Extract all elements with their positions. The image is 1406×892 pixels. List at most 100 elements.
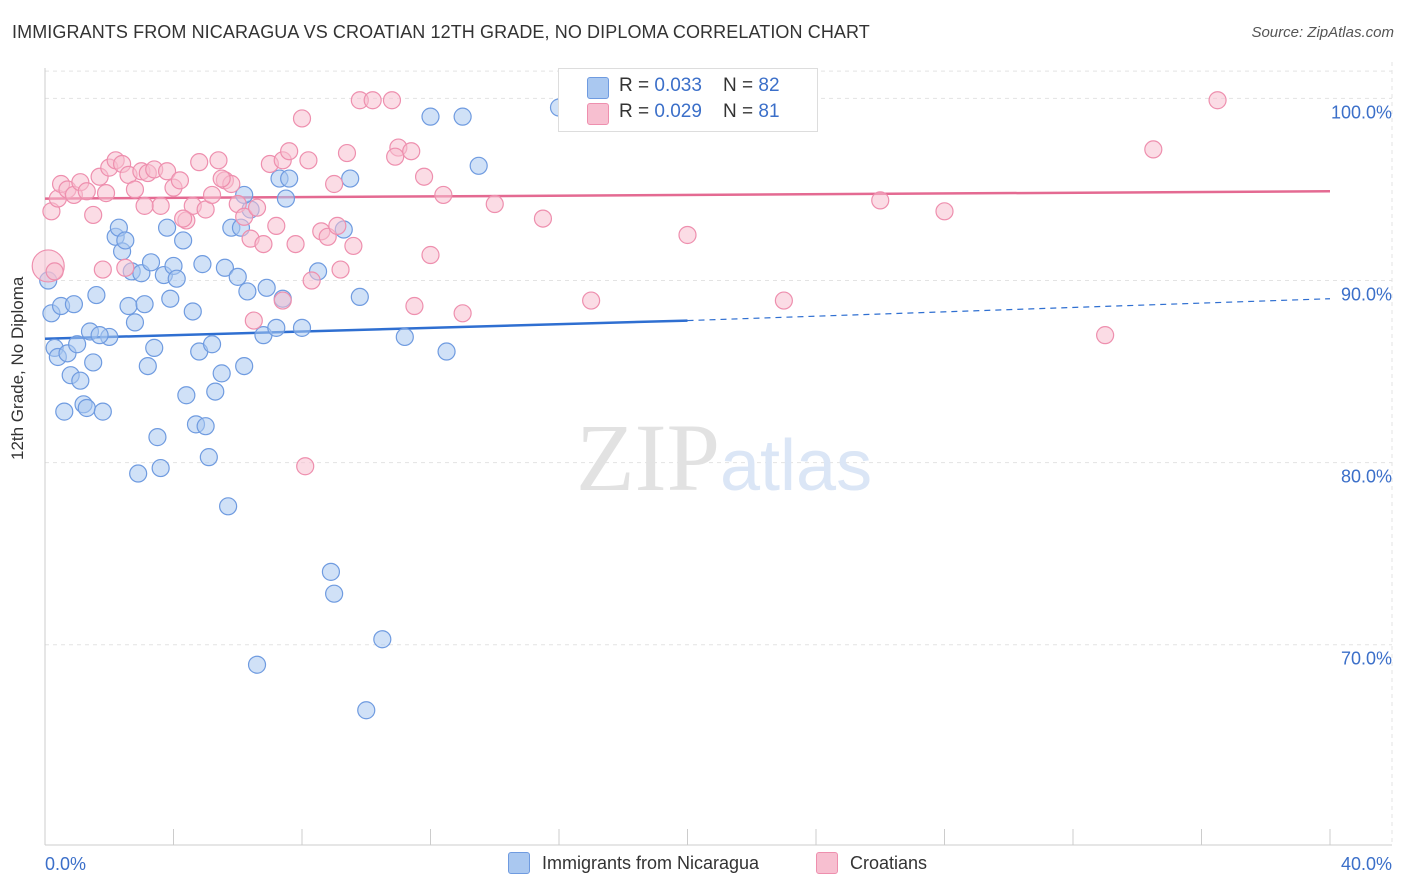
- point-croatians: [935, 202, 954, 221]
- legend-row-1: R = 0.033 N = 82: [619, 75, 780, 97]
- point-croatians: [174, 209, 193, 228]
- y-tick-label: 70.0%: [1341, 649, 1392, 669]
- legend-n-label-2: N =: [723, 101, 759, 122]
- point-croatians: [344, 236, 363, 256]
- point-nicaragua: [174, 231, 193, 250]
- point-nicaragua: [135, 295, 154, 314]
- legend-r-value-2: 0.029: [654, 101, 702, 122]
- point-croatians: [93, 260, 112, 279]
- point-nicaragua: [453, 107, 472, 126]
- legend-label-nicaragua: Immigrants from Nicaragua: [542, 852, 760, 873]
- point-croatians: [871, 191, 890, 210]
- point-croatians: [190, 153, 209, 172]
- point-nicaragua: [238, 282, 257, 301]
- point-croatians: [414, 167, 434, 186]
- point-croatians: [273, 291, 292, 310]
- point-croatians: [212, 169, 231, 188]
- point-croatians: [296, 457, 315, 476]
- point-croatians: [421, 245, 440, 265]
- point-nicaragua: [325, 584, 344, 603]
- legend-swatch-blue: [587, 77, 609, 99]
- point-croatians: [286, 234, 305, 254]
- legend-row-2: R = 0.029 N = 81: [619, 101, 780, 123]
- point-croatians: [157, 162, 177, 181]
- point-nicaragua: [90, 326, 109, 345]
- point-nicaragua: [341, 169, 360, 188]
- point-nicaragua: [183, 302, 202, 321]
- point-nicaragua: [151, 458, 170, 478]
- legend-swatch-pink: [587, 103, 609, 125]
- point-nicaragua: [202, 335, 222, 354]
- trend-line-croatians: [44, 190, 1331, 200]
- x-tick-label-max: 40.0%: [1341, 854, 1392, 874]
- legend-item-croatians: Croatians: [816, 852, 927, 874]
- point-nicaragua: [212, 364, 231, 383]
- point-croatians: [363, 91, 382, 110]
- legend-swatch-nicaragua: [508, 852, 530, 874]
- point-nicaragua: [350, 287, 369, 306]
- point-croatians: [1096, 326, 1115, 345]
- point-nicaragua: [167, 269, 186, 288]
- point-nicaragua: [68, 335, 87, 354]
- point-croatians: [582, 291, 601, 310]
- point-croatians: [202, 185, 222, 205]
- point-croatians: [774, 291, 793, 310]
- point-nicaragua: [77, 398, 96, 418]
- point-nicaragua: [177, 386, 196, 405]
- chart-title: IMMIGRANTS FROM NICARAGUA VS CROATIAN 12…: [12, 22, 870, 42]
- point-croatians: [125, 180, 145, 199]
- point-croatians: [84, 205, 103, 225]
- point-nicaragua: [280, 169, 299, 188]
- point-croatians: [328, 216, 347, 235]
- point-nicaragua: [247, 655, 267, 674]
- watermark-zip: ZIP: [576, 404, 720, 511]
- point-croatians: [247, 198, 267, 217]
- point-nicaragua: [55, 402, 74, 421]
- point-croatians: [485, 194, 504, 214]
- point-nicaragua: [196, 417, 215, 436]
- point-nicaragua: [116, 231, 135, 250]
- point-croatians: [96, 184, 116, 203]
- point-nicaragua: [321, 562, 341, 581]
- point-nicaragua: [373, 630, 392, 649]
- trend-line-nicaragua: [44, 319, 688, 341]
- point-nicaragua: [84, 353, 103, 372]
- watermark-atlas: atlas: [720, 426, 872, 506]
- point-croatians: [337, 143, 357, 163]
- source-credit: Source: ZipAtlas.com: [1251, 24, 1394, 41]
- point-nicaragua: [421, 107, 440, 126]
- point-croatians: [244, 311, 263, 330]
- point-nicaragua: [125, 313, 145, 332]
- point-croatians: [135, 196, 154, 215]
- point-croatians: [1144, 140, 1163, 159]
- point-nicaragua: [267, 318, 286, 337]
- legend-n-value-1: 82: [758, 75, 780, 96]
- point-croatians: [405, 296, 424, 316]
- point-nicaragua: [469, 156, 488, 175]
- point-croatians: [267, 216, 286, 235]
- point-nicaragua: [161, 289, 180, 308]
- point-nicaragua: [228, 267, 247, 286]
- point-croatians: [151, 196, 170, 215]
- y-tick-label: 100.0%: [1331, 102, 1392, 122]
- point-nicaragua: [145, 338, 164, 357]
- point-nicaragua: [235, 356, 254, 376]
- point-nicaragua: [437, 342, 456, 361]
- legend-r-label-2: R =: [619, 101, 655, 122]
- legend-item-nicaragua: Immigrants from Nicaragua: [508, 852, 759, 874]
- legend-r-label-1: R =: [619, 75, 655, 96]
- point-croatians: [170, 171, 190, 190]
- y-tick-label: 90.0%: [1341, 285, 1392, 305]
- point-nicaragua: [276, 189, 296, 208]
- x-tick-label-min: 0.0%: [45, 854, 86, 874]
- point-nicaragua: [93, 402, 112, 421]
- point-croatians: [453, 304, 472, 323]
- point-croatians: [386, 147, 405, 166]
- point-croatians: [434, 185, 453, 205]
- trend-layer: [44, 190, 1331, 341]
- point-nicaragua: [157, 218, 177, 237]
- legend-label-croatians: Croatians: [850, 852, 928, 873]
- point-nicaragua: [193, 255, 212, 274]
- point-croatians: [77, 182, 96, 201]
